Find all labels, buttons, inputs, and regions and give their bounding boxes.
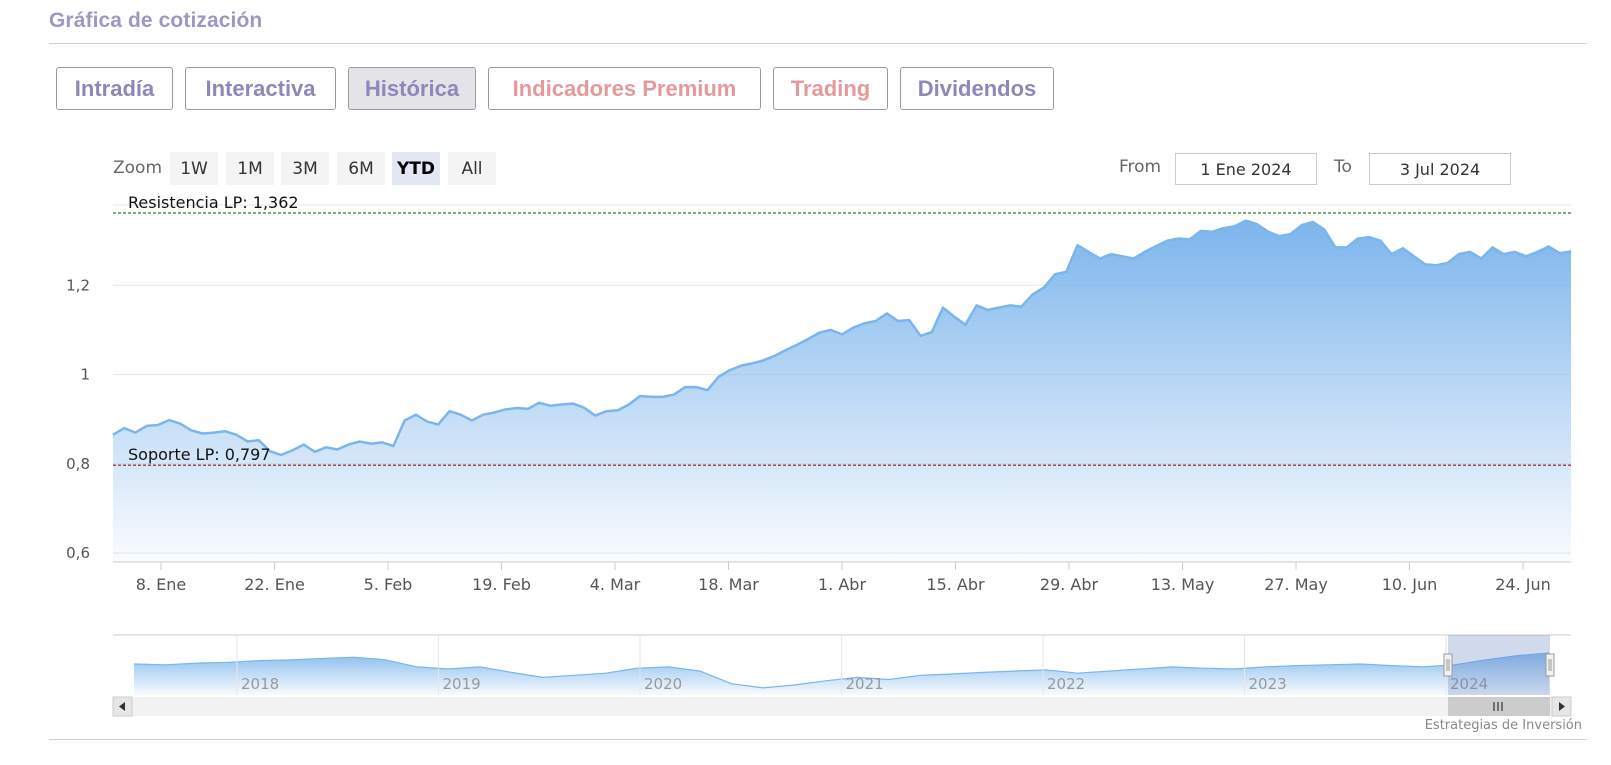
y-tick-label: 1 <box>80 366 90 384</box>
y-tick-label: 0,6 <box>66 544 90 562</box>
support-label: Soporte LP: 0,797 <box>128 445 271 464</box>
zoom-button-all[interactable]: All <box>448 152 496 185</box>
from-date-input[interactable]: 1 Ene 2024 <box>1175 153 1317 185</box>
navigator-selection-mask <box>1448 635 1550 695</box>
x-tick-label: 10. Jun <box>1382 575 1438 594</box>
navigator-year-label: 2023 <box>1249 675 1287 693</box>
x-tick-label: 13. May <box>1151 575 1215 594</box>
zoom-button-6m[interactable]: 6M <box>337 152 385 185</box>
x-tick-label: 4. Mar <box>590 575 641 594</box>
navigator-year-label: 2021 <box>846 675 884 693</box>
navigator-left-handle-body <box>1443 653 1453 677</box>
tab-dividendos[interactable]: Dividendos <box>900 67 1054 110</box>
tab-indicadores-premium[interactable]: Indicadores Premium <box>488 67 761 110</box>
navigator-right-handle-body <box>1545 653 1555 677</box>
tab-historica[interactable]: Histórica <box>348 67 476 110</box>
navigator-year-label: 2019 <box>443 675 481 693</box>
scroll-right-arrow-icon <box>1559 702 1565 711</box>
x-tick-label: 5. Feb <box>364 575 413 594</box>
resistance-label: Resistencia LP: 1,362 <box>128 193 299 212</box>
series-line <box>112 219 1572 457</box>
chart-credit: Estrategias de Inversión <box>1424 718 1582 733</box>
x-tick-label: 18. Mar <box>698 575 759 594</box>
navigator-year-label: 2020 <box>644 675 682 693</box>
x-tick-label: 8. Ene <box>136 575 186 594</box>
tab-interactiva[interactable]: Interactiva <box>185 67 336 110</box>
zoom-button-1m[interactable]: 1M <box>226 152 274 185</box>
tab-trading[interactable]: Trading <box>773 67 888 110</box>
scroll-left-arrow-icon <box>119 702 125 711</box>
scrollbar-track <box>113 697 1571 716</box>
x-tick-label: 1. Abr <box>818 575 866 594</box>
zoom-button-1w[interactable]: 1W <box>170 152 218 185</box>
x-tick-label: 27. May <box>1264 575 1328 594</box>
header-divider <box>49 43 1587 44</box>
x-tick-label: 22. Ene <box>244 575 305 594</box>
scrollbar <box>112 696 1572 717</box>
footer-divider <box>49 739 1587 740</box>
from-label: From <box>1119 157 1162 177</box>
x-tick-label: 19. Feb <box>472 575 531 594</box>
series-area <box>113 220 1571 562</box>
navigator-year-label: 2022 <box>1047 675 1085 693</box>
y-tick-label: 0,8 <box>66 455 90 473</box>
navigator-left-handle[interactable] <box>1443 653 1453 677</box>
to-label: To <box>1334 157 1352 177</box>
scrollbar-thumb[interactable] <box>1448 697 1550 716</box>
page-title: Gráfica de cotización <box>49 9 263 32</box>
x-tick-label: 15. Abr <box>926 575 985 594</box>
navigator-year-label: 2018 <box>241 675 279 693</box>
zoom-button-3m[interactable]: 3M <box>281 152 329 185</box>
zoom-label: Zoom <box>113 158 163 178</box>
navigator-right-handle[interactable] <box>1545 653 1555 677</box>
to-date-input[interactable]: 3 Jul 2024 <box>1369 153 1511 185</box>
navigator-year-label: 2024 <box>1450 675 1488 693</box>
x-tick-label: 24. Jun <box>1495 575 1551 594</box>
zoom-button-ytd[interactable]: YTD <box>392 152 440 185</box>
navigator-series-area <box>134 653 1549 695</box>
x-tick-label: 29. Abr <box>1040 575 1099 594</box>
tab-intradia[interactable]: Intradía <box>56 67 173 110</box>
y-tick-label: 1,2 <box>66 276 90 294</box>
